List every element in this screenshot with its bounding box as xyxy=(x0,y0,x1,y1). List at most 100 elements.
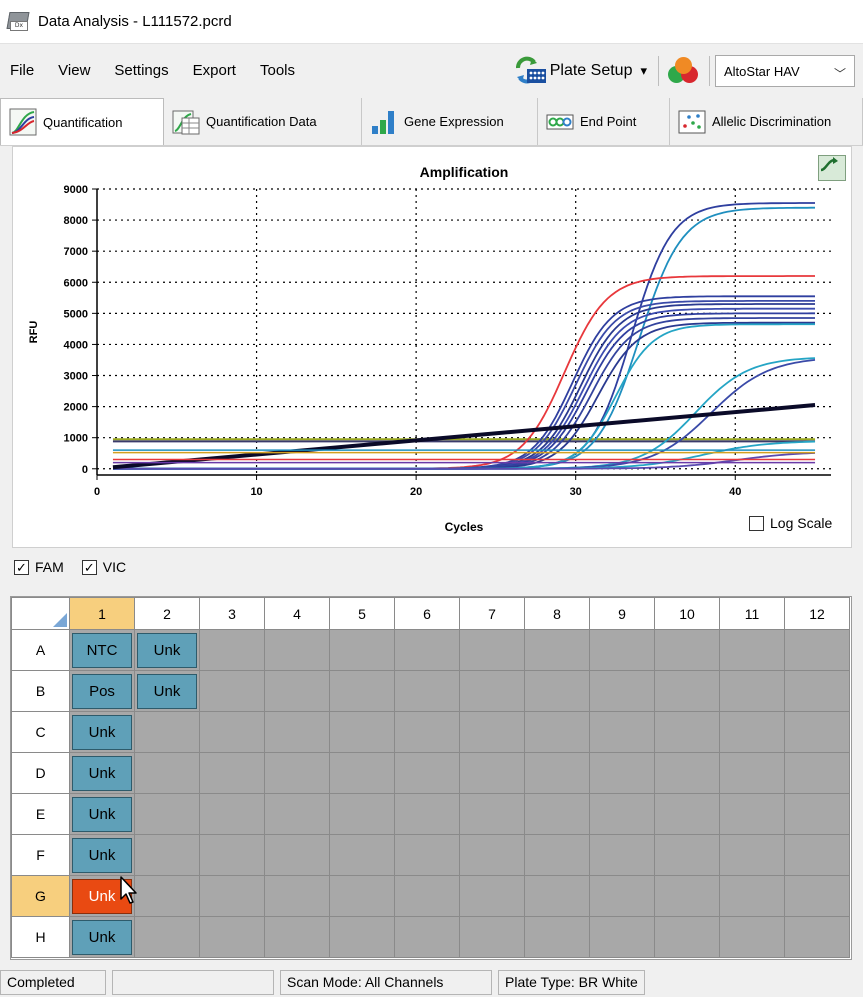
plate-well[interactable] xyxy=(589,793,655,835)
row-header-f[interactable]: F xyxy=(11,834,70,876)
row-header-g[interactable]: G xyxy=(11,875,70,917)
plate-well[interactable] xyxy=(589,629,655,671)
column-header-7[interactable]: 7 xyxy=(459,597,525,630)
plate-well[interactable] xyxy=(199,793,265,835)
plate-well[interactable] xyxy=(199,711,265,753)
plate-well[interactable] xyxy=(459,793,525,835)
plate-well[interactable] xyxy=(329,711,395,753)
assay-select[interactable]: AltoStar HAV ﹀ xyxy=(715,55,855,87)
plate-well[interactable] xyxy=(459,875,525,917)
plate-well-label[interactable]: Unk xyxy=(137,673,197,709)
column-header-2[interactable]: 2 xyxy=(134,597,200,630)
plate-well-label[interactable]: NTC xyxy=(72,632,132,668)
plate-well[interactable] xyxy=(394,834,460,876)
plate-well[interactable] xyxy=(459,916,525,958)
display-options-button[interactable] xyxy=(818,155,846,181)
plate-well[interactable] xyxy=(719,793,785,835)
plate-well[interactable] xyxy=(329,629,395,671)
tab-quantification[interactable]: Quantification xyxy=(0,98,164,145)
plate-well[interactable] xyxy=(264,629,330,671)
plate-well[interactable] xyxy=(654,916,720,958)
plate-well[interactable] xyxy=(719,752,785,794)
plate-well[interactable] xyxy=(459,711,525,753)
column-header-12[interactable]: 12 xyxy=(784,597,850,630)
plate-setup-button[interactable]: Plate Setup ▾ xyxy=(508,54,653,88)
plate-well[interactable] xyxy=(329,793,395,835)
plate-well[interactable] xyxy=(199,752,265,794)
plate-well[interactable] xyxy=(784,711,850,753)
plate-well[interactable] xyxy=(199,629,265,671)
menu-view[interactable]: View xyxy=(58,62,91,79)
plate-well[interactable] xyxy=(524,670,590,712)
plate-well[interactable] xyxy=(589,752,655,794)
plate-well[interactable]: Unk xyxy=(69,793,135,835)
plate-well-label[interactable]: Unk xyxy=(72,714,132,750)
plate-well[interactable] xyxy=(524,793,590,835)
plate-well[interactable] xyxy=(589,711,655,753)
plate-well[interactable] xyxy=(199,670,265,712)
column-header-10[interactable]: 10 xyxy=(654,597,720,630)
tab-end-point[interactable]: End Point xyxy=(538,98,670,145)
row-header-c[interactable]: C xyxy=(11,711,70,753)
plate-well-label[interactable]: Unk xyxy=(137,632,197,668)
plate-well[interactable] xyxy=(719,875,785,917)
plate-well[interactable] xyxy=(654,834,720,876)
dye-selection-icon[interactable] xyxy=(668,56,700,86)
tab-quantification-data[interactable]: Quantification Data xyxy=(164,98,362,145)
log-scale-checkbox[interactable] xyxy=(749,515,764,531)
plate-well[interactable] xyxy=(719,629,785,671)
plate-well[interactable] xyxy=(524,752,590,794)
plate-well-label[interactable]: Unk xyxy=(72,796,132,832)
column-header-8[interactable]: 8 xyxy=(524,597,590,630)
plate-well[interactable] xyxy=(199,875,265,917)
plate-well[interactable] xyxy=(654,793,720,835)
menu-tools[interactable]: Tools xyxy=(259,62,296,79)
plate-well[interactable]: Unk xyxy=(69,916,135,958)
plate-well[interactable] xyxy=(329,752,395,794)
plate-well-label[interactable]: Pos xyxy=(72,673,132,709)
plate-well[interactable] xyxy=(264,793,330,835)
plate-well[interactable]: Unk xyxy=(134,629,200,671)
plate-well[interactable] xyxy=(199,834,265,876)
plate-well[interactable] xyxy=(524,875,590,917)
plate-well[interactable] xyxy=(784,752,850,794)
log-scale-toggle[interactable]: Log Scale xyxy=(749,515,832,531)
plate-well[interactable] xyxy=(264,711,330,753)
plate-well[interactable] xyxy=(524,916,590,958)
plate-well[interactable] xyxy=(329,670,395,712)
plate-well[interactable] xyxy=(394,629,460,671)
plate-well[interactable]: Unk xyxy=(69,834,135,876)
plate-well[interactable] xyxy=(719,670,785,712)
plate-well[interactable] xyxy=(134,916,200,958)
plate-well[interactable] xyxy=(134,752,200,794)
plate-well[interactable] xyxy=(459,670,525,712)
plate-well[interactable] xyxy=(784,670,850,712)
plate-well[interactable] xyxy=(394,752,460,794)
row-header-d[interactable]: D xyxy=(11,752,70,794)
plate-well-label[interactable]: Unk xyxy=(72,755,132,791)
plate-well[interactable]: NTC xyxy=(69,629,135,671)
plate-well[interactable]: Pos xyxy=(69,670,135,712)
tab-gene-expression[interactable]: Gene Expression xyxy=(362,98,538,145)
channel-checkbox-fam[interactable]: ✓ xyxy=(14,559,29,575)
column-header-1[interactable]: 1 xyxy=(69,597,135,630)
plate-well[interactable]: Unk xyxy=(134,670,200,712)
plate-well[interactable] xyxy=(654,752,720,794)
plate-well[interactable] xyxy=(394,670,460,712)
row-header-a[interactable]: A xyxy=(11,629,70,671)
plate-well[interactable] xyxy=(459,834,525,876)
plate-well[interactable] xyxy=(784,834,850,876)
column-header-9[interactable]: 9 xyxy=(589,597,655,630)
plate-well[interactable]: Unk xyxy=(69,752,135,794)
plate-well[interactable] xyxy=(589,670,655,712)
plate-well[interactable] xyxy=(134,711,200,753)
menu-file[interactable]: File xyxy=(10,62,35,79)
plate-well-label[interactable]: Unk xyxy=(72,837,132,873)
plate-well[interactable] xyxy=(264,752,330,794)
column-header-3[interactable]: 3 xyxy=(199,597,265,630)
channel-fam[interactable]: ✓ FAM xyxy=(14,559,64,575)
plate-select-all-corner[interactable] xyxy=(11,597,70,630)
tab-allelic-discrimination[interactable]: Allelic Discrimination xyxy=(670,98,863,145)
plate-well[interactable]: Unk xyxy=(69,711,135,753)
plate-well[interactable] xyxy=(264,916,330,958)
